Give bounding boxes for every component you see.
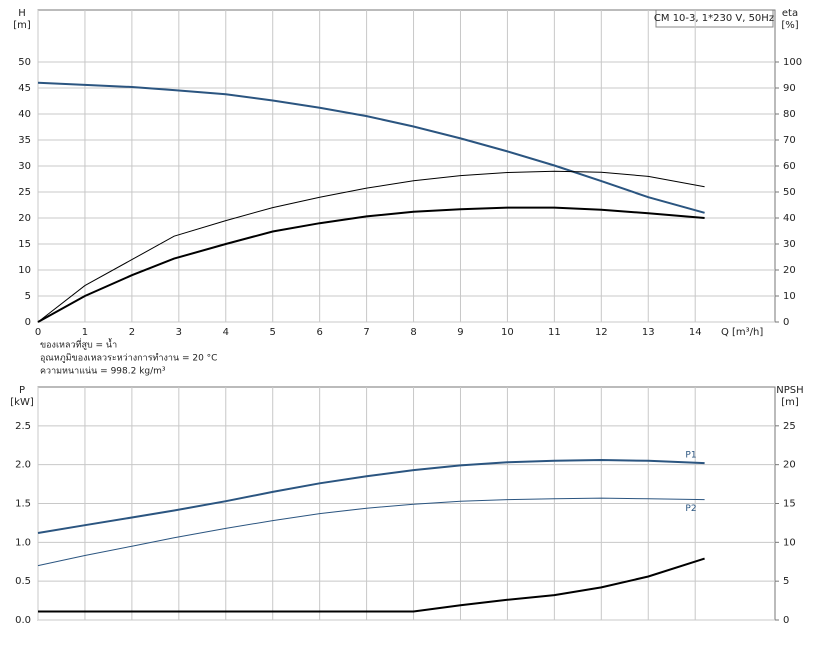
y2-axis-label: NPSH — [776, 385, 803, 396]
curve — [37, 81, 705, 214]
y-tick-label: 15 — [18, 239, 31, 250]
x-tick-label: 13 — [642, 327, 655, 338]
series-label: P2 — [685, 504, 696, 514]
y2-tick-label: 90 — [783, 83, 796, 94]
y-tick-label: 10 — [18, 265, 31, 276]
x-tick-label: 7 — [363, 327, 369, 338]
y-tick-label: 5 — [25, 291, 31, 302]
y-tick-label: 50 — [18, 57, 31, 68]
y2-tick-label: 30 — [783, 239, 796, 250]
y-axis-label: P — [19, 385, 25, 396]
x-tick-label: 0 — [35, 327, 41, 338]
curve — [38, 557, 705, 613]
y2-tick-label: 5 — [783, 576, 789, 587]
y-axis-label: [m] — [13, 20, 31, 31]
curve — [37, 206, 705, 323]
note: ความหนาแน่น = 998.2 kg/m³ — [40, 367, 166, 377]
y-tick-label: 2.0 — [15, 460, 31, 471]
x-tick-label: 3 — [176, 327, 182, 338]
y2-axis-label: [%] — [781, 20, 798, 31]
y2-tick-label: 20 — [783, 460, 796, 471]
x-tick-label: 4 — [223, 327, 229, 338]
y-tick-label: 20 — [18, 213, 31, 224]
y2-tick-label: 15 — [783, 499, 796, 510]
y-tick-label: 1.0 — [15, 537, 31, 548]
note: ของเหลวที่สูบ = น้ำ — [40, 338, 117, 351]
x-tick-label: 6 — [316, 327, 322, 338]
y2-tick-label: 0 — [783, 615, 789, 626]
curve — [37, 458, 705, 534]
y-tick-label: 0 — [25, 317, 31, 328]
x-tick-label: 1 — [82, 327, 88, 338]
x-tick-label: 10 — [501, 327, 514, 338]
series-label: P1 — [685, 451, 696, 461]
y-tick-label: 0.0 — [15, 615, 31, 626]
y2-tick-label: 25 — [783, 421, 796, 432]
x-tick-label: 14 — [689, 327, 702, 338]
y-axis-label: [kW] — [10, 397, 34, 408]
x-tick-label: 12 — [595, 327, 608, 338]
x-tick-label: 5 — [270, 327, 276, 338]
y2-tick-label: 10 — [783, 291, 796, 302]
y2-tick-label: 10 — [783, 537, 796, 548]
y-tick-label: 45 — [18, 83, 31, 94]
note: อุณหภูมิของเหลวระหว่างการทำงาน = 20 °C — [40, 353, 217, 364]
x-tick-label: 2 — [129, 327, 135, 338]
y2-tick-label: 0 — [783, 317, 789, 328]
chart-title: CM 10-3, 1*230 V, 50Hz — [654, 13, 774, 24]
y2-tick-label: 100 — [783, 57, 802, 68]
x-axis-label: Q [m³/h] — [721, 327, 763, 338]
y2-tick-label: 70 — [783, 135, 796, 146]
y-tick-label: 40 — [18, 109, 31, 120]
y-tick-label: 0.5 — [15, 576, 31, 587]
y-tick-label: 1.5 — [15, 499, 31, 510]
y2-tick-label: 60 — [783, 161, 796, 172]
y-axis-label: H — [18, 8, 26, 19]
curve — [37, 497, 705, 567]
y2-tick-label: 40 — [783, 213, 796, 224]
y-tick-label: 30 — [18, 161, 31, 172]
x-tick-label: 8 — [410, 327, 416, 338]
y-tick-label: 2.5 — [15, 421, 31, 432]
x-tick-label: 11 — [548, 327, 561, 338]
x-tick-label: 9 — [457, 327, 463, 338]
y2-axis-label: eta — [782, 8, 798, 19]
y-tick-label: 25 — [18, 187, 31, 198]
y2-axis-label: [m] — [781, 397, 799, 408]
y2-tick-label: 80 — [783, 109, 796, 120]
y2-tick-label: 20 — [783, 265, 796, 276]
curve — [37, 170, 705, 323]
y2-tick-label: 50 — [783, 187, 796, 198]
y-tick-label: 35 — [18, 135, 31, 146]
